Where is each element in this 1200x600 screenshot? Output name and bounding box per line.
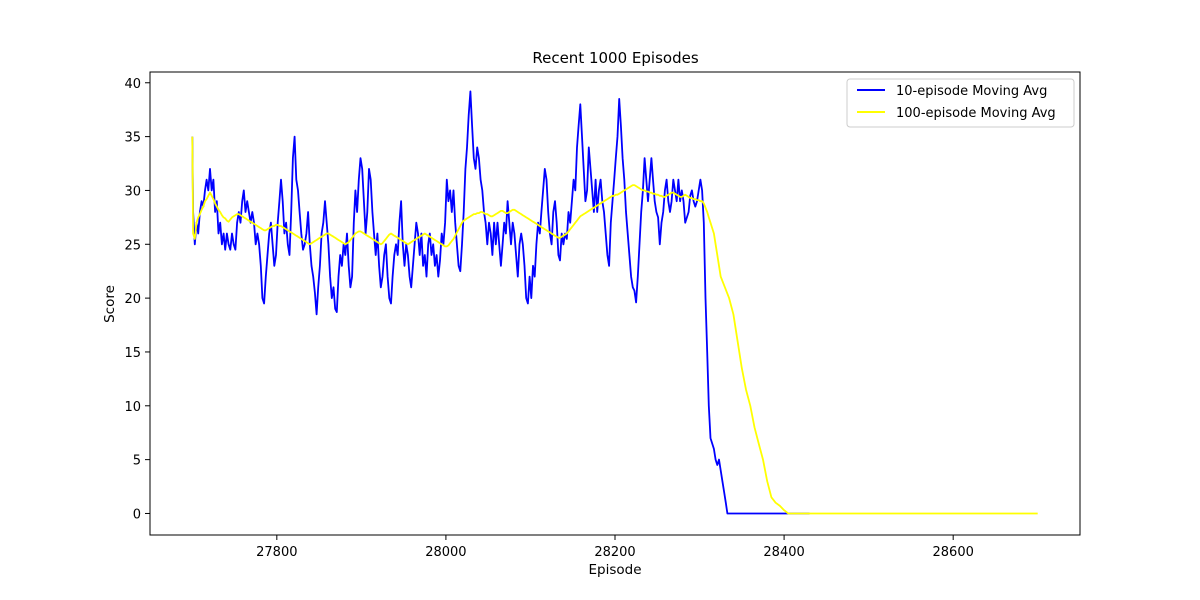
y-tick-label: 0 [133, 507, 141, 522]
y-tick-label: 30 [124, 184, 141, 199]
chart-title: Recent 1000 Episodes [532, 49, 698, 67]
plot-area [191, 90, 1038, 515]
x-tick-label: 28000 [425, 545, 466, 560]
y-axis: 0 5 10 15 20 25 30 35 40 [124, 77, 150, 522]
x-axis: 27800 28000 28200 28400 28600 [256, 535, 974, 560]
y-tick-label: 20 [124, 292, 141, 307]
y-tick-label: 5 [133, 454, 141, 469]
series-line-100-episode [191, 136, 1038, 515]
y-tick-label: 25 [124, 238, 141, 253]
legend: 10-episode Moving Avg 100-episode Moving… [846, 78, 1075, 128]
y-axis-label: Score [102, 285, 118, 323]
y-tick-label: 10 [124, 400, 141, 415]
series-layer [191, 90, 1038, 515]
x-tick-label: 28400 [763, 545, 804, 560]
y-tick-label: 15 [124, 346, 141, 361]
legend-frame [846, 78, 1075, 128]
x-tick-label: 28200 [594, 545, 635, 560]
y-tick-label: 35 [124, 131, 141, 146]
x-axis-label: Episode [588, 562, 641, 578]
series-line-10-episode [191, 90, 810, 515]
legend-label-10-episode: 10-episode Moving Avg [896, 84, 1047, 99]
x-tick-label: 28600 [933, 545, 974, 560]
legend-label-100-episode: 100-episode Moving Avg [896, 106, 1056, 121]
y-tick-label: 40 [124, 77, 141, 92]
x-tick-label: 27800 [256, 545, 297, 560]
